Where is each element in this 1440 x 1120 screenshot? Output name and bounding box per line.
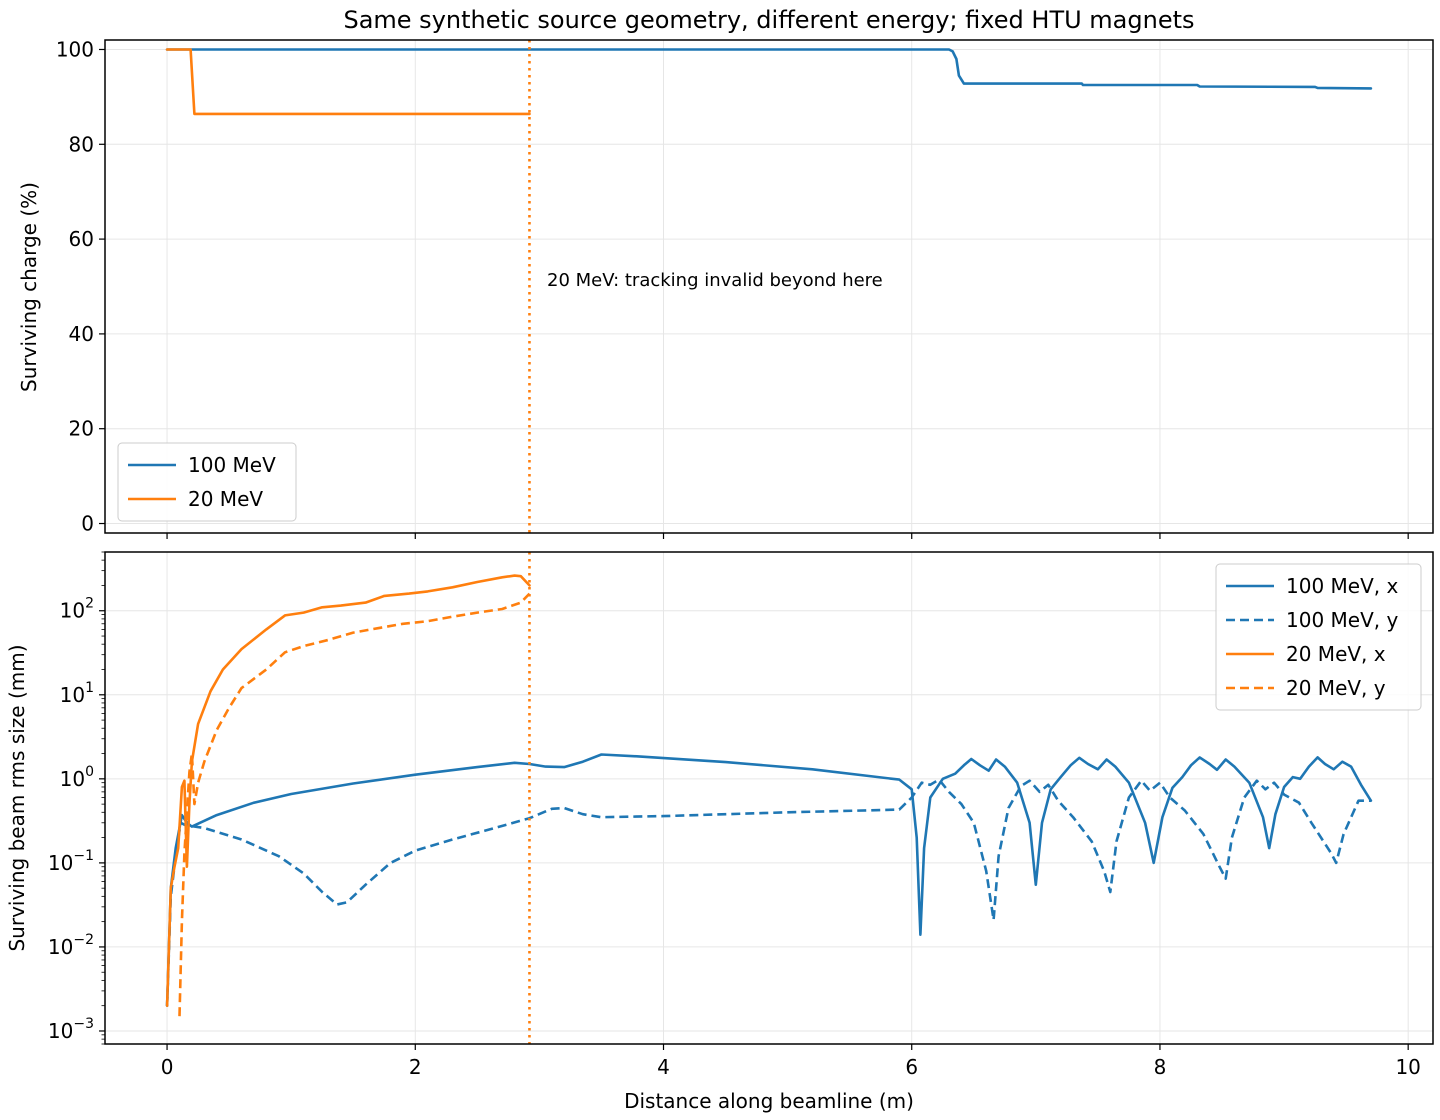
x-tick-label: 2 — [409, 1055, 422, 1079]
y-tick-label: 0 — [81, 512, 94, 536]
y-tick-label: 102 — [60, 596, 94, 623]
charge-ticks: 0 20 40 60 80 100 — [56, 37, 1409, 539]
series-line-20-mev — [165, 48, 531, 116]
y-tick-label: 10−2 — [48, 932, 94, 959]
beamsize-legend: 100 MeV, x 100 MeV, y 20 MeV, x 20 MeV, y — [1215, 563, 1422, 711]
charge-panel: 20 MeV: tracking invalid beyond here 0 20… — [17, 37, 1434, 539]
legend-label: 20 MeV, y — [1286, 676, 1386, 700]
series-line-100-mev — [165, 48, 1373, 90]
x-axis-label: Distance along beamline (m) — [624, 1089, 914, 1113]
x-tick-label: 10 — [1395, 1055, 1420, 1079]
y-tick-label: 60 — [69, 227, 94, 251]
charge-ylabel: Surviving charge (%) — [17, 182, 41, 392]
beamsize-ylabel: Surviving beam rms size (mm) — [5, 644, 29, 951]
x-tick-label: 6 — [905, 1055, 918, 1079]
x-tick-label: 8 — [1154, 1055, 1167, 1079]
y-tick-label: 100 — [60, 764, 94, 791]
beamsize-ticks: 0 2 4 6 8 10 10−3 10−2 10−1 100 101 102 — [48, 551, 1421, 1079]
series-line-20-mev-y — [178, 592, 531, 1017]
figure-title: Same synthetic source geometry, differen… — [343, 6, 1194, 34]
charge-lines — [165, 40, 1373, 533]
series-line-20-mev-x — [165, 574, 531, 1007]
series-line-100-mev-x — [165, 753, 1373, 1007]
series-line-100-mev-y — [165, 778, 1371, 1006]
x-tick-label: 4 — [657, 1055, 670, 1079]
invalid-tracking-annotation: 20 MeV: tracking invalid beyond here — [547, 270, 883, 291]
legend-label: 100 MeV, y — [1286, 608, 1398, 632]
y-tick-label: 80 — [69, 132, 94, 156]
y-tick-label: 10−1 — [48, 848, 94, 875]
y-tick-label: 40 — [69, 322, 94, 346]
legend-box — [1215, 563, 1422, 711]
y-tick-label: 10−3 — [48, 1016, 94, 1043]
y-tick-label: 20 — [69, 417, 94, 441]
beamsize-lines — [165, 552, 1373, 1044]
charge-legend: 100 MeV 20 MeV — [117, 442, 297, 522]
y-tick-label: 101 — [60, 680, 94, 707]
charge-axes-frame — [104, 39, 1434, 534]
legend-label: 100 MeV, x — [1286, 574, 1398, 598]
legend-label: 20 MeV, x — [1286, 642, 1386, 666]
beamsize-axes-frame — [104, 551, 1434, 1045]
legend-label: 100 MeV — [188, 453, 276, 477]
beamsize-grid — [105, 552, 1433, 1044]
legend-box — [117, 442, 297, 522]
legend-label: 20 MeV — [188, 487, 263, 511]
x-tick-label: 0 — [161, 1055, 174, 1079]
y-tick-label: 100 — [56, 37, 94, 61]
beamsize-panel: 0 2 4 6 8 10 10−3 10−2 10−1 100 101 102 Surviving b… — [5, 551, 1434, 1079]
